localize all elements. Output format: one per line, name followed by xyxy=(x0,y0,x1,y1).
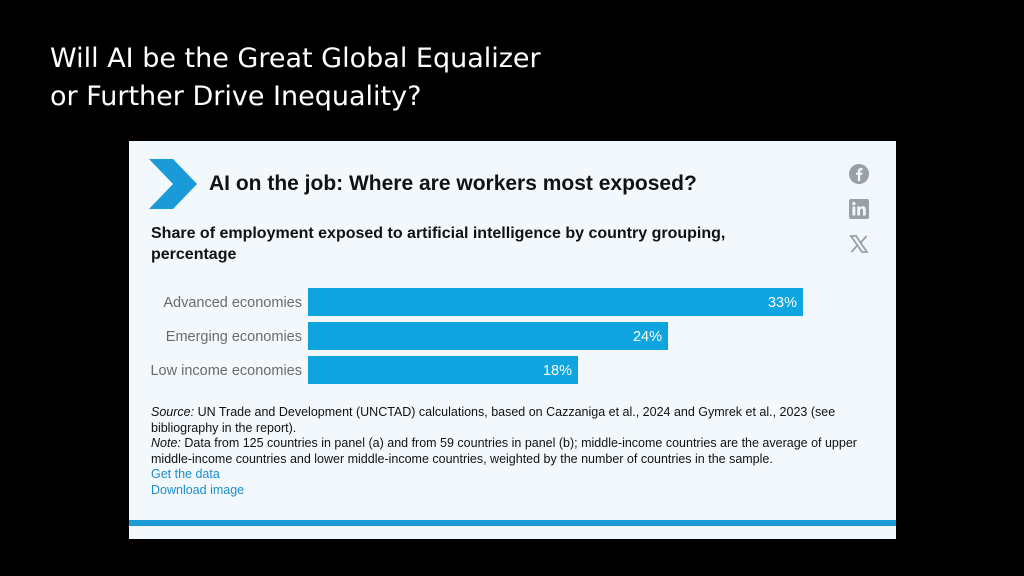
chart-subtitle: Share of employment exposed to artificia… xyxy=(151,225,726,263)
bar-value-label: 33% xyxy=(768,295,797,311)
note-label: Note: xyxy=(151,436,181,450)
note-text: Data from 125 countries in panel (a) and… xyxy=(151,436,857,466)
chart-notes: Source: UN Trade and Development (UNCTAD… xyxy=(151,405,881,498)
slide-title-line-1: Will AI be the Great Global Equalizer xyxy=(50,43,541,74)
category-label: Emerging economies xyxy=(166,329,302,345)
linkedin-icon[interactable] xyxy=(848,198,870,220)
bar xyxy=(308,322,668,350)
source-line: Source: UN Trade and Development (UNCTAD… xyxy=(151,405,881,436)
x-icon[interactable] xyxy=(848,233,870,255)
accent-rule xyxy=(129,520,896,526)
get-data-link[interactable]: Get the data xyxy=(151,467,220,481)
source-label: Source: xyxy=(151,405,195,419)
facebook-icon[interactable] xyxy=(848,163,870,185)
chevron-logo-icon xyxy=(149,159,197,209)
bar-chart: Advanced economies 33% Emerging economies 2… xyxy=(150,288,803,384)
bar xyxy=(308,356,578,384)
category-label: Low income economies xyxy=(150,363,302,379)
note-line: Note: Data from 125 countries in panel (… xyxy=(151,436,881,467)
slide-title: Will AI be the Great Global Equalizer or… xyxy=(50,40,541,116)
download-image-link[interactable]: Download image xyxy=(151,482,245,497)
slide-title-line-2: or Further Drive Inequality? xyxy=(50,81,422,112)
category-label: Advanced economies xyxy=(163,295,302,311)
source-text: UN Trade and Development (UNCTAD) calcul… xyxy=(151,405,836,435)
chart-card: AI on the job: Where are workers most ex… xyxy=(129,141,896,539)
bar-value-label: 24% xyxy=(633,329,662,345)
bar-value-label: 18% xyxy=(543,363,572,379)
card-title: AI on the job: Where are workers most ex… xyxy=(209,172,697,195)
bar xyxy=(308,288,803,316)
